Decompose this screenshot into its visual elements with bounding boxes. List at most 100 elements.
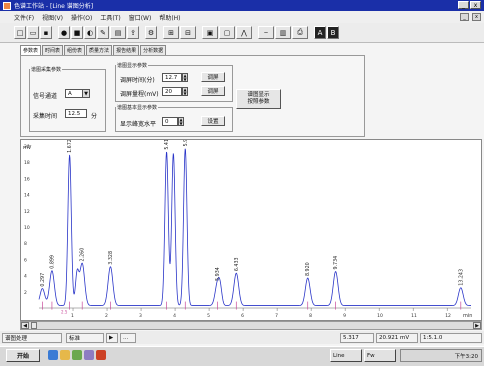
tab-params[interactable]: 参数表 <box>20 45 42 55</box>
baseline-group-title: 谱图基本显示参数 <box>117 105 158 111</box>
x-tick-label: 2 <box>105 313 108 319</box>
x-tick-label: 12 <box>445 313 451 319</box>
peak-label: 5.934 <box>215 267 221 281</box>
edit-icon[interactable]: ✎ <box>97 26 109 39</box>
media-icon[interactable] <box>84 350 94 360</box>
status-time: 5.317 <box>340 333 374 343</box>
menu-view[interactable]: 视图(V) <box>42 14 63 22</box>
browser-icon[interactable] <box>48 350 58 360</box>
open-icon[interactable]: ▭ <box>27 26 39 39</box>
channel-select[interactable]: A <box>65 89 83 98</box>
tab-report[interactable]: 报告结果 <box>113 45 140 55</box>
sampling-group-title: 谱图采集参数 <box>31 67 62 73</box>
title-bar: 色谱工作站 - [Line 谱图分析] <box>0 0 484 11</box>
peak-label: 0.899 <box>49 255 55 269</box>
new-icon[interactable]: □ <box>14 26 26 39</box>
black-b-icon[interactable]: B <box>327 26 339 39</box>
sampling-group: 谱图采集参数 <box>29 66 106 132</box>
save-icon[interactable]: ▪ <box>40 26 52 39</box>
time-input[interactable]: 12.7 <box>162 73 182 82</box>
menu-operation[interactable]: 操作(O) <box>70 14 93 22</box>
status-nav-next-icon[interactable]: ▶ <box>106 333 118 343</box>
window-title: 色谱工作站 - [Line 谱图分析] <box>14 3 94 10</box>
apply-display-button[interactable]: 谱图显示 按照参数 <box>236 89 281 109</box>
menu-file[interactable]: 文件(F) <box>14 14 35 22</box>
export-icon[interactable]: ⇪ <box>127 26 139 39</box>
baseline-icon[interactable]: ⎯ <box>258 26 274 39</box>
start-button[interactable]: 开始 <box>6 349 40 362</box>
menu-help[interactable]: 帮助(H) <box>159 14 181 22</box>
channel-dropdown-icon[interactable]: ▼ <box>82 89 90 98</box>
menu-window[interactable]: 窗口(W) <box>128 14 152 22</box>
x-tick-label: 3 <box>139 313 142 319</box>
baseline-marker-label: 2.5 <box>61 310 68 315</box>
scroll-right-icon[interactable]: ▶ <box>473 322 481 329</box>
peak-label: 5.413 <box>164 140 170 150</box>
status-pane-tab[interactable]: 标准 <box>66 333 104 343</box>
toolbar: □ ▭ ▪ ● ■ ◐ ✎ ▤ ⇪ ⚙ ⊞ ⊟ ▣ ▢ ⋀ ⎯ ▥ ⎙ A B <box>0 23 484 43</box>
peak-label: 1.672 <box>67 140 73 153</box>
scroll-left-icon[interactable]: ◀ <box>21 322 29 329</box>
time-apply-button[interactable]: 调屏 <box>201 72 225 82</box>
fit-all-icon[interactable]: ▢ <box>219 26 235 39</box>
status-mode: 谱图处理 <box>2 333 62 343</box>
tool-icon[interactable]: ⚙ <box>145 26 157 39</box>
app-icon[interactable] <box>96 350 106 360</box>
system-tray: 下午3:20 <box>400 349 482 362</box>
x-tick-label: 8 <box>309 313 312 319</box>
rate-input[interactable]: 12.5 <box>65 109 87 118</box>
tab-strip: 参数表 时间表 组份表 质量方法 报告结果 分析数据 <box>20 45 167 55</box>
display-group-title: 谱图显示参数 <box>117 63 148 69</box>
mdi-close-icon[interactable]: x <box>472 13 481 21</box>
y-axis-label: mV <box>23 145 32 151</box>
desktop-icon[interactable] <box>72 350 82 360</box>
tab-quality[interactable]: 质量方法 <box>86 45 113 55</box>
baseline-input[interactable]: 0 <box>162 117 178 126</box>
app-logo-icon <box>3 1 11 10</box>
close-button[interactable]: x <box>470 1 481 9</box>
chromatogram-chart[interactable]: mV 2 4 6 8 10 12 14 16 18 20 1 2 3 4 5 6 7 8 9 10 11 12 0.29… <box>20 133 482 321</box>
range-input[interactable]: 20 <box>162 87 182 96</box>
tab-analysis[interactable]: 分析数据 <box>140 45 167 55</box>
spectrum-icon[interactable]: ▤ <box>110 26 126 39</box>
menu-tools[interactable]: 工具(T) <box>100 14 121 22</box>
record-icon[interactable]: ● <box>58 26 70 39</box>
x-tick-label: 11 <box>411 313 417 319</box>
x-axis-label: min <box>463 313 472 319</box>
time-spinner-icon[interactable]: ▲ ▼ <box>182 72 188 82</box>
baseline-spinner-icon[interactable]: ▲ ▼ <box>178 116 184 126</box>
tab-components[interactable]: 组份表 <box>64 45 86 55</box>
print-icon[interactable]: ⎙ <box>292 26 308 39</box>
range-apply-button[interactable]: 调屏 <box>201 86 225 96</box>
taskbar-item-line[interactable]: Line <box>330 349 362 362</box>
stop-icon[interactable]: ■ <box>71 26 83 39</box>
fit-icon[interactable]: ▣ <box>202 26 218 39</box>
x-tick-label: 5 <box>207 313 210 319</box>
scroll-thumb[interactable] <box>31 322 37 329</box>
zoom-in-icon[interactable]: ⊞ <box>163 26 179 39</box>
tab-timetable[interactable]: 时间表 <box>42 45 64 55</box>
rate-unit: 分 <box>91 113 98 120</box>
peak-icon[interactable]: ⋀ <box>236 26 252 39</box>
params-panel: 谱图采集参数 信号通道 A ▼ 采集时间 12.5 分 谱图显示参数 调屏时间(… <box>20 55 365 137</box>
peak-label: 8.920 <box>305 262 311 276</box>
taskbar-item-fw[interactable]: Fw <box>364 349 396 362</box>
baseline-set-button[interactable]: 设置 <box>201 116 225 126</box>
horizontal-scrollbar[interactable]: ◀ ▶ <box>20 321 482 330</box>
report-icon[interactable]: ▥ <box>275 26 291 39</box>
apply-display-line-2: 按照参数 <box>247 99 270 105</box>
zoom-out-icon[interactable]: ⊟ <box>180 26 196 39</box>
black-a-icon[interactable]: A <box>314 26 326 39</box>
y-tick-label: 4 <box>24 274 27 280</box>
light-icon[interactable]: ◐ <box>84 26 96 39</box>
range-spinner-icon[interactable]: ▲ ▼ <box>182 86 188 96</box>
status-nav-more-icon[interactable]: ... <box>120 333 136 343</box>
peak-label: 6.433 <box>234 257 240 271</box>
mdi-minimize-icon[interactable]: _ <box>460 13 469 21</box>
peak-label: 0.297 <box>40 273 46 287</box>
minimize-button[interactable]: _ <box>458 1 469 9</box>
folder-icon[interactable] <box>60 350 70 360</box>
peak-label: 2.260 <box>80 248 86 262</box>
